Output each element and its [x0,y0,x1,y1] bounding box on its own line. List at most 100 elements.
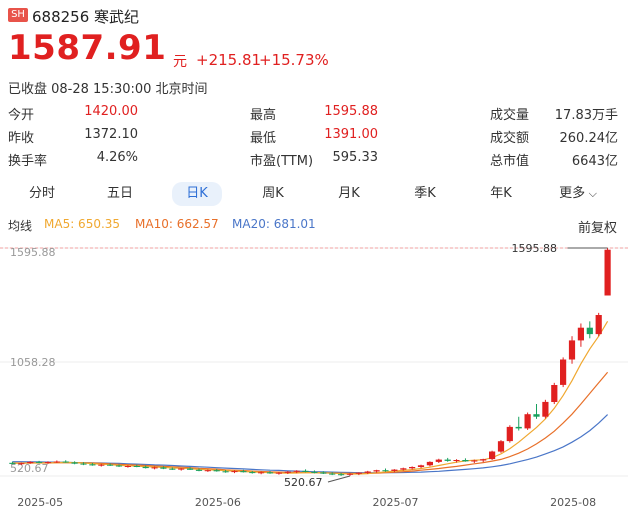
stat-label: 最高 [250,108,277,123]
candle-body [311,471,318,473]
candle-body [133,466,140,467]
candle-body [444,459,451,461]
market-status: 已收盘 08-28 15:30:00 北京时间 [8,82,208,97]
candle-body [506,426,513,442]
stat-value: 1372.10 [84,127,138,142]
candle-body [195,469,203,471]
tab-label: 周K [262,186,284,201]
price-change-percent: +15.73% [259,51,329,69]
stat-label: 最低 [250,131,277,146]
candle-body [9,462,16,464]
tab-five-day[interactable]: 五日 [95,182,145,206]
candle-body [489,451,496,460]
candle-body [231,471,238,473]
ma-label: 均线 [8,219,33,233]
candle-body [391,469,398,471]
tab-more[interactable]: 更多 ⌵ [553,182,603,206]
tab-label: 五日 [106,186,133,201]
tab-intraday[interactable]: 分时 [17,182,67,206]
stat-label: 成交量 [490,108,530,123]
stat-value: 4.26% [96,150,138,165]
candle-body [533,414,540,417]
candle-body [169,468,176,470]
tab-quarterly-k[interactable]: 季K [400,182,450,206]
current-price: 1587.91 [8,28,167,68]
candle-body [400,468,407,470]
candle-body [44,462,52,464]
candle-body [249,472,256,474]
stat-value: 1391.00 [324,127,378,142]
candle-body [187,468,194,470]
kline-chart[interactable]: 1595.88 1058.28 520.67 1595.88 520.67 2025-05… [0,238,628,514]
tab-weekly-k[interactable]: 周K [248,182,298,206]
tab-monthly-k[interactable]: 月K [324,182,374,206]
candle-body [240,471,247,473]
candle-body [355,472,362,474]
tab-label: 分时 [28,186,55,201]
low-marker-line [327,475,351,483]
candle-body [80,463,87,465]
price-unit: 元 [173,54,187,70]
candle-body [36,461,43,463]
y-axis-tick-label: 520.67 [10,462,49,475]
candle-body [142,466,149,469]
candle-body [426,461,433,466]
candle-body [462,460,469,462]
candle-body [320,472,327,474]
x-axis-tick-label: 2025-06 [195,496,241,509]
ma20-legend: MA20: 681.01 [232,217,316,231]
candle-body [497,441,505,452]
tab-yearly-k[interactable]: 年K [476,182,526,206]
adjust-mode-button[interactable]: 前复权 [578,221,618,236]
stat-label: 总市值 [490,154,530,169]
stat-value: 260.24亿 [559,131,619,146]
candle-body [338,474,345,476]
candle-body [560,359,567,385]
candle-body [275,472,282,474]
y-axis-tick-label: 1058.28 [10,356,56,369]
price-change: +215.81 [196,51,262,69]
stat-value: 17.83万手 [554,108,618,123]
candle-body [453,460,460,461]
tab-daily-k[interactable]: 日K [172,182,222,206]
candle-body [178,468,185,470]
ma10-legend: MA10: 662.57 [135,217,219,231]
candle-body [115,465,123,467]
candle-body [151,467,158,469]
candle-body [542,401,549,417]
candle-body [382,470,389,472]
candle-body [329,473,336,475]
candle-body [89,464,96,466]
candle-body [604,249,611,296]
candle-body [284,471,291,473]
tab-label: 更多 [559,186,586,201]
candle-body [27,461,34,464]
stat-label: 昨收 [8,131,35,146]
candle-body [204,470,211,472]
tab-label: 日K [186,186,208,201]
candle-body [98,464,105,466]
candle-body [302,470,309,472]
x-axis-tick-label: 2025-07 [373,496,419,509]
candle-body [364,471,371,473]
stock-code: 688256 [32,8,90,26]
ma5-legend: MA5: 650.35 [44,217,121,231]
candle-body [577,327,584,341]
stat-value: 1595.88 [324,104,378,119]
candle-body [71,462,78,464]
stat-label: 今开 [8,108,35,123]
ma5-line [12,320,609,475]
candle-body [53,461,60,463]
tab-label: 月K [338,186,360,201]
candle-body [266,472,274,474]
candle-body [551,385,558,402]
tab-label: 年K [490,186,512,201]
candle-body [417,465,425,467]
candle-body [595,315,602,335]
candle-body [160,467,167,469]
ma20-line [12,414,609,474]
candle-body [124,466,131,467]
x-axis-tick-label: 2025-05 [17,496,63,509]
stock-title: 688256 寒武纪 [32,6,139,27]
candle-body [515,426,522,429]
